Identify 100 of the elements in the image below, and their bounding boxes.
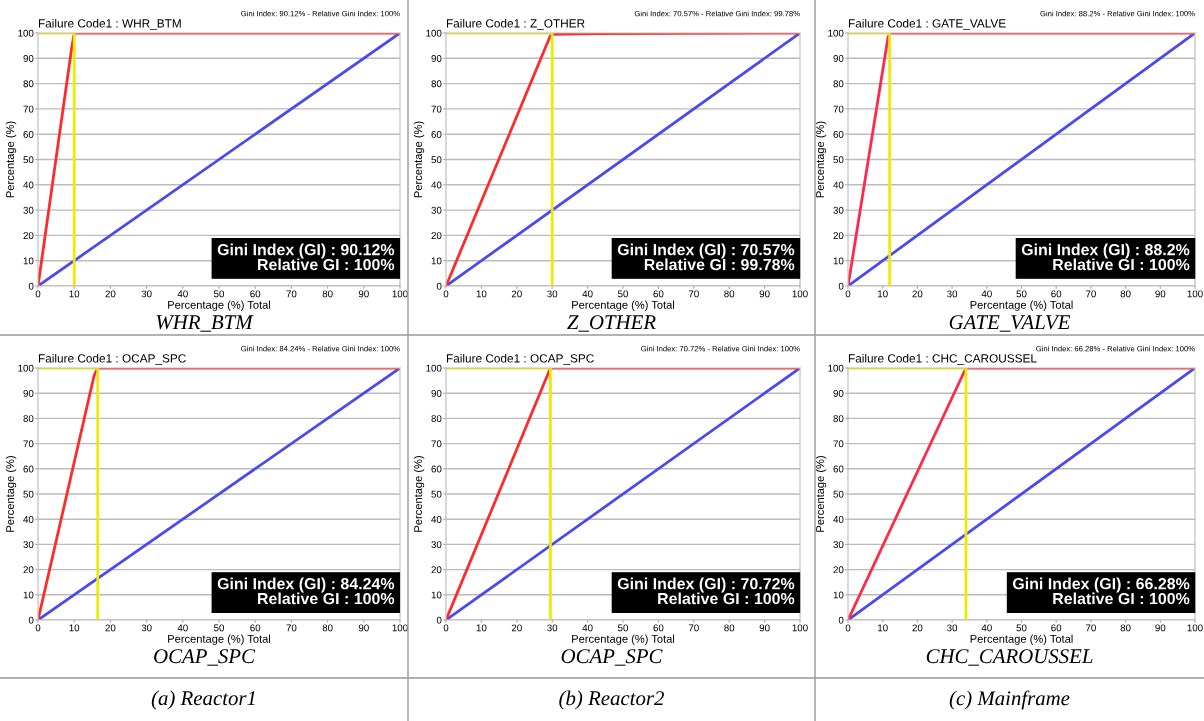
- x-tick-label: 50: [617, 290, 629, 298]
- y-tick-label: 70: [833, 440, 844, 448]
- y-tick-label: 30: [833, 206, 844, 214]
- y-tick-label: 50: [431, 490, 442, 498]
- y-tick-label: 100: [426, 364, 442, 372]
- y-tick-label: 20: [833, 232, 844, 240]
- y-tick-label: 40: [23, 181, 34, 189]
- x-tick-label: 90: [358, 290, 369, 298]
- x-axis-title: Percentage (%) Total: [168, 300, 271, 311]
- y-tick-label: 100: [828, 364, 844, 372]
- y-tick-label: 80: [431, 415, 442, 423]
- y-tick-label: 20: [833, 566, 844, 574]
- x-tick-label: 90: [1155, 624, 1166, 632]
- x-tick-label: 50: [213, 290, 225, 298]
- x-tick-label: 10: [476, 290, 487, 298]
- y-tick-label: 60: [23, 465, 34, 473]
- x-tick-label: 0: [443, 290, 449, 298]
- text: Z_OTHER: [567, 315, 656, 332]
- x-tick-label: 70: [688, 624, 699, 632]
- y-tick-label: 10: [431, 257, 442, 265]
- annotation: Gini Index (GI) : 84.24% Relative GI : 100%: [217, 577, 395, 605]
- x-tick-label: 40: [582, 290, 593, 298]
- y-tick-label: 80: [23, 415, 34, 423]
- y-tick-label: 70: [833, 105, 844, 113]
- x-tick-label: 80: [1120, 624, 1131, 632]
- x-tick-label: 0: [35, 624, 41, 632]
- x-axis-title: Percentage (%) Total: [572, 634, 675, 645]
- annotation: Gini Index (GI) : 66.28% Relative GI : 100%: [1012, 577, 1190, 605]
- y-tick-label: 90: [23, 55, 34, 62]
- x-tick-label: 70: [1085, 290, 1096, 298]
- y-tick-label: 60: [833, 130, 844, 138]
- x-tick-label: 80: [322, 290, 333, 298]
- y-tick-label: 0: [838, 282, 844, 290]
- text: WHR_BTM: [156, 315, 254, 332]
- x-tick-label: 60: [1051, 290, 1062, 298]
- x-tick-label: 20: [912, 290, 923, 298]
- x-tick-label: 30: [547, 290, 558, 298]
- text: GATE_VALVE: [949, 315, 1071, 332]
- x-tick-label: 20: [912, 624, 923, 632]
- x-tick-label: 40: [981, 624, 992, 632]
- x-tick-label: 90: [759, 290, 770, 298]
- y-tick-label: 50: [23, 156, 34, 164]
- text: (c) Mainframe: [949, 690, 1070, 710]
- y-tick-label: 80: [833, 415, 844, 423]
- x-tick-label: 100: [392, 290, 408, 298]
- chart-title: Failure Code1 : GATE_VALVE: [848, 18, 1006, 30]
- y-tick-label: 60: [431, 465, 442, 473]
- text: CHC_CAROUSSEL: [926, 649, 1093, 666]
- x-tick-label: 40: [177, 624, 188, 632]
- y-tick-label: 80: [833, 80, 844, 88]
- y-tick-label: 0: [436, 282, 442, 290]
- y-tick-label: 70: [431, 440, 442, 448]
- y-tick-label: 90: [431, 55, 442, 62]
- x-tick-label: 80: [724, 290, 735, 298]
- y-tick-label: 90: [431, 389, 442, 397]
- y-tick-label: 70: [23, 440, 34, 448]
- x-tick-label: 50: [213, 624, 225, 632]
- x-tick-label: 0: [443, 624, 449, 632]
- y-axis-title: Percentage (%): [413, 456, 425, 532]
- annotation: Gini Index (GI) : 88.2% Relative GI : 100%: [1021, 243, 1190, 271]
- x-tick-label: 100: [392, 624, 408, 632]
- y-tick-label: 20: [431, 232, 442, 240]
- x-tick-label: 10: [878, 624, 888, 632]
- y-tick-label: 60: [833, 465, 844, 473]
- y-tick-label: 50: [23, 490, 34, 498]
- chart-title: Failure Code1 : Z_OTHER: [446, 18, 585, 30]
- y-axis-title: Percentage (%): [5, 121, 17, 198]
- y-tick-label: 70: [431, 105, 442, 113]
- x-tick-label: 80: [322, 624, 333, 632]
- y-tick-label: 50: [833, 490, 844, 498]
- y-tick-label: 30: [431, 206, 442, 214]
- y-tick-label: 90: [833, 55, 844, 62]
- x-tick-label: 100: [1187, 624, 1203, 632]
- x-tick-label: 50: [1016, 290, 1027, 298]
- y-tick-label: 40: [431, 181, 442, 189]
- x-tick-label: 70: [1085, 624, 1096, 632]
- y-tick-label: 0: [28, 616, 34, 624]
- x-tick-label: 20: [105, 624, 116, 632]
- y-axis-title: Percentage (%): [815, 121, 827, 198]
- y-tick-label: 0: [436, 616, 442, 624]
- x-axis-title: Percentage (%) Total: [572, 300, 675, 311]
- y-tick-label: 80: [431, 80, 442, 88]
- y-tick-label: 0: [838, 616, 844, 624]
- y-tick-label: 60: [23, 130, 34, 138]
- x-tick-label: 30: [947, 290, 958, 298]
- x-tick-label: 40: [177, 290, 188, 298]
- y-tick-label: 10: [23, 257, 34, 265]
- y-tick-label: 20: [23, 566, 34, 574]
- x-tick-label: 50: [1016, 624, 1027, 632]
- chart-title: Failure Code1 : OCAP_SPC: [38, 353, 186, 365]
- y-tick-label: 60: [431, 130, 442, 138]
- x-tick-label: 60: [653, 290, 664, 298]
- y-tick-label: 80: [23, 80, 34, 88]
- y-tick-label: 70: [23, 105, 34, 113]
- x-tick-label: 70: [286, 290, 297, 298]
- x-tick-label: 30: [141, 624, 152, 632]
- x-tick-label: 40: [582, 624, 593, 632]
- chart-title: Failure Code1 : OCAP_SPC: [446, 353, 594, 365]
- text: OCAP_SPC: [561, 649, 663, 666]
- x-tick-label: 20: [511, 290, 522, 298]
